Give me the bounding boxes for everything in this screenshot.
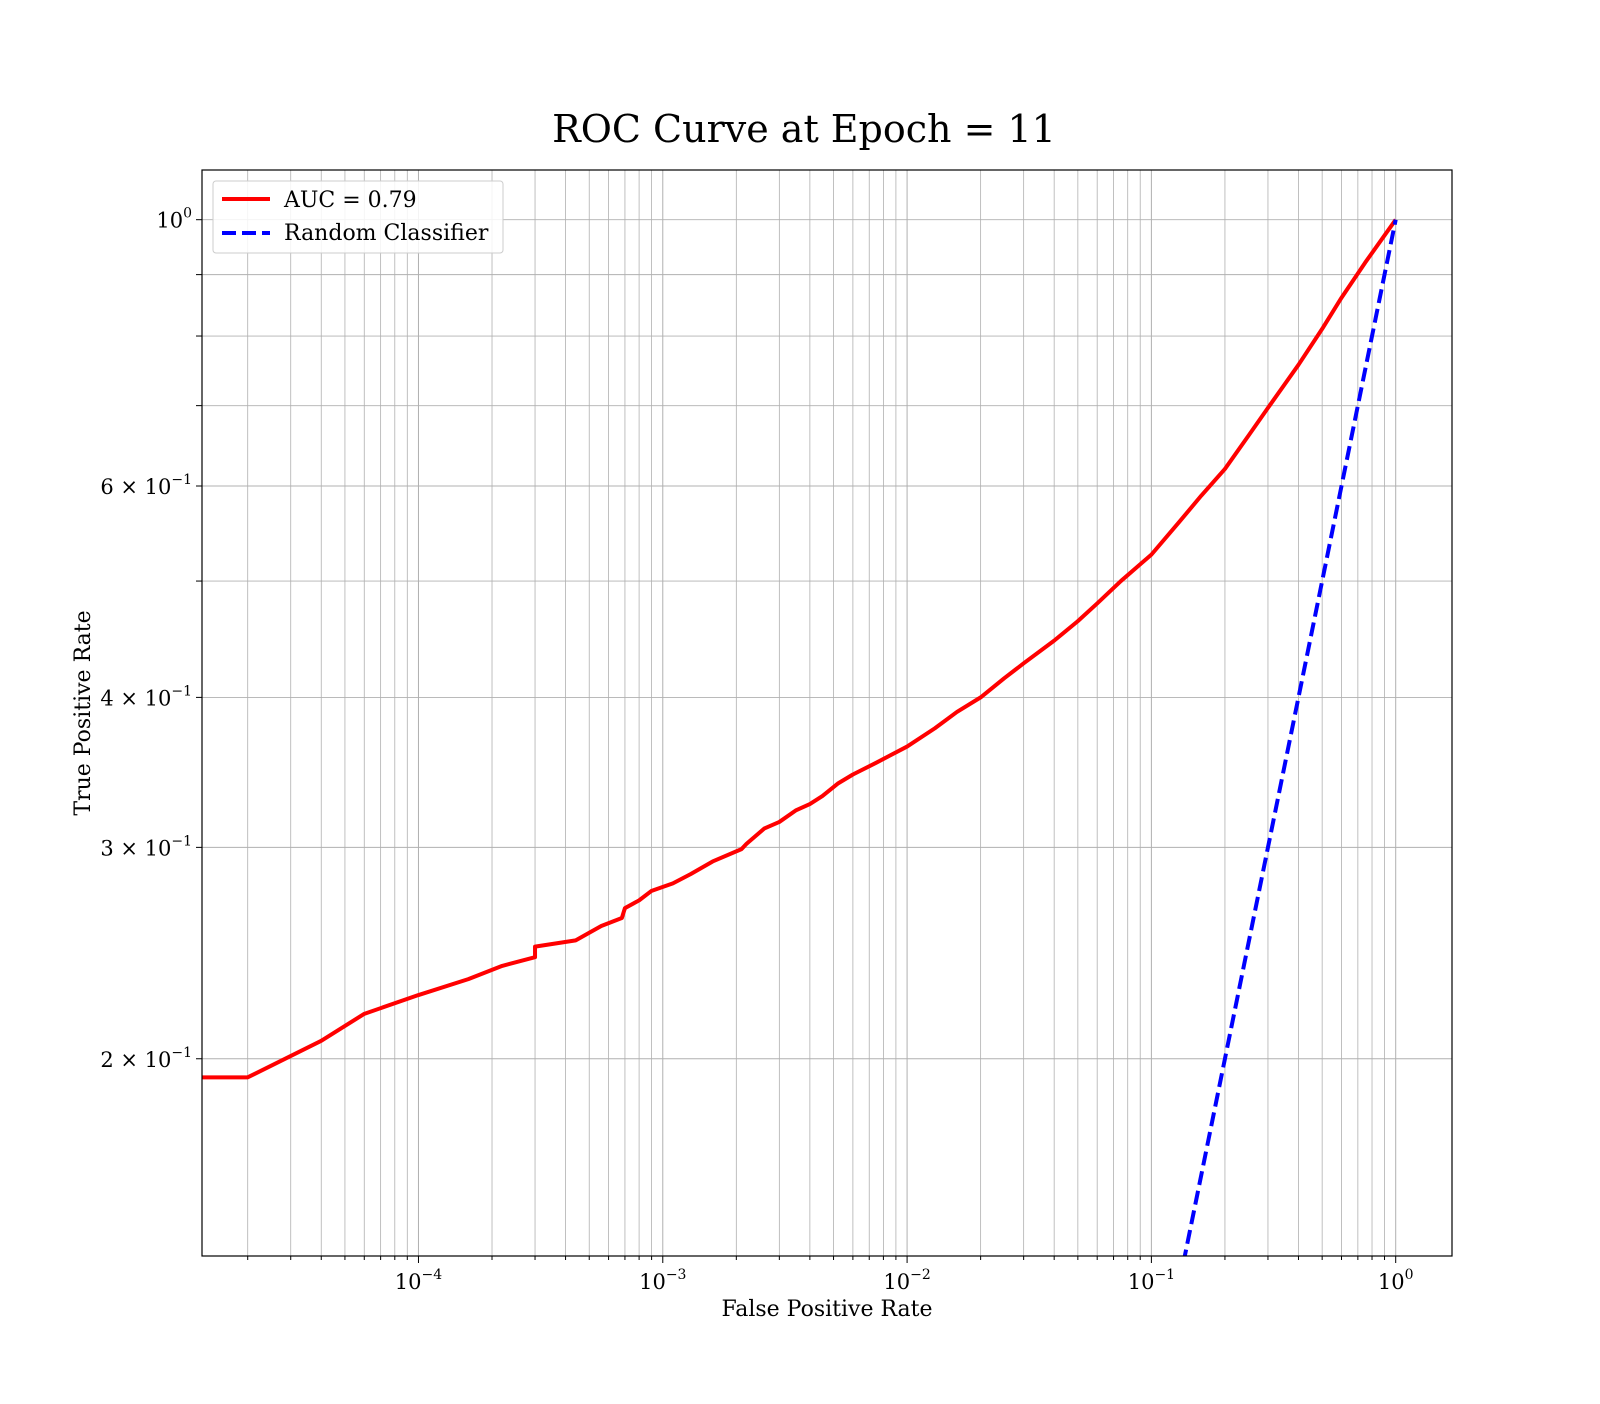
series-layer [202,218,1398,1256]
x-tick-label: 10−1 [1128,1267,1175,1294]
legend-label-auc: AUC = 0.79 [283,188,417,213]
chart-title: ROC Curve at Epoch = 11 [552,107,1056,151]
x-axis-label: False Positive Rate [721,1297,932,1322]
legend-box [212,180,504,254]
legend: AUC = 0.79 Random Classifier [212,180,504,254]
y-tick-label: 4 × 10−1 [100,683,192,710]
y-tick-label: 6 × 10−1 [100,472,192,499]
roc-curve-line [202,218,1398,1080]
y-tick-label: 3 × 10−1 [100,833,192,860]
plot-frame [201,169,1453,1257]
tick-layer: 10−4 10−3 10−2 10−1 100 2 × 10−1 3 × 10−1 4 × 1… [100,206,1413,1294]
y-tick-label: 2 × 10−1 [100,1045,192,1072]
y-tick-label: 100 [156,206,192,233]
legend-label-random: Random Classifier [284,221,489,246]
x-tick-label: 100 [1378,1267,1414,1294]
x-tick-label: 10−3 [639,1267,686,1294]
y-axis-label: True Positive Rate [71,610,96,815]
x-tick-label: 10−2 [883,1267,930,1294]
grid [202,170,1452,1256]
random-classifier-line [1182,219,1398,1256]
x-tick-label: 10−4 [395,1267,442,1294]
